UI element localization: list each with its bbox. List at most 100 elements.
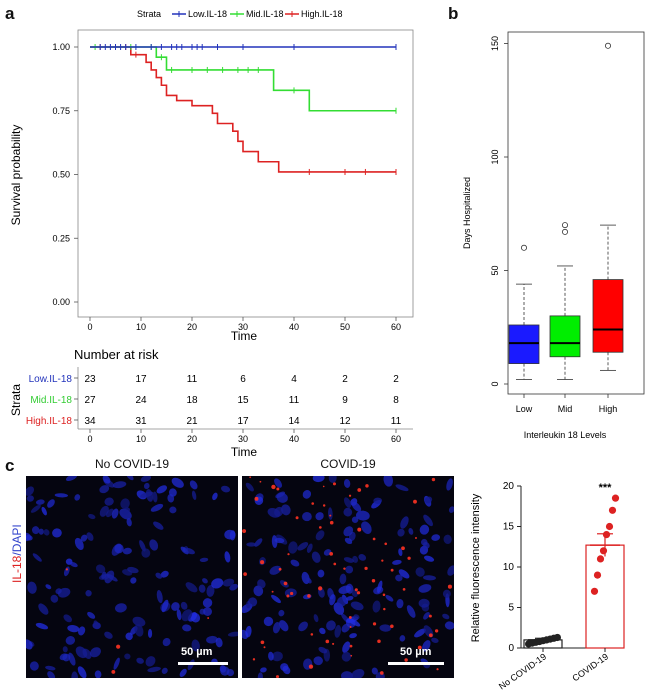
il18-signal [271, 484, 276, 490]
nucleus [140, 491, 154, 498]
nucleus [69, 562, 78, 568]
nucleus [147, 628, 153, 639]
nucleus [336, 596, 347, 607]
nucleus [185, 582, 198, 593]
nucleus [124, 653, 131, 660]
risk-cell: 4 [291, 374, 297, 385]
nucleus [222, 578, 235, 587]
scale-bar-no-covid [178, 662, 228, 665]
il18-signal [310, 633, 314, 636]
il18-signal [428, 633, 433, 638]
km-x-tick-label: 0 [87, 322, 92, 332]
nucleus [343, 497, 352, 508]
nucleus [280, 663, 289, 672]
risk-cell: 34 [84, 416, 96, 427]
nucleus [147, 666, 161, 673]
nucleus [281, 504, 291, 516]
risk-cell: 21 [186, 416, 198, 427]
nucleus [86, 532, 94, 541]
nucleus [199, 557, 209, 563]
nucleus [121, 507, 131, 515]
nucleus [271, 594, 281, 604]
nucleus [169, 506, 177, 514]
nucleus [212, 492, 218, 501]
risk-cell: 8 [393, 395, 399, 406]
nucleus [171, 602, 180, 611]
km-y-tick-label: 0.00 [52, 297, 70, 307]
nucleus [74, 537, 84, 550]
km-y-tick-label: 0.75 [52, 106, 70, 116]
bar-data-point [593, 571, 602, 579]
il18-signal [381, 559, 384, 562]
nucleus [311, 551, 321, 563]
nucleus [211, 578, 224, 589]
nucleus [312, 476, 325, 483]
nucleus [113, 657, 120, 670]
significance-marker: *** [599, 482, 613, 494]
nucleus [43, 529, 50, 536]
nucleus [351, 516, 359, 523]
bar-data-point [602, 531, 611, 539]
nucleus [371, 667, 378, 675]
km-legend-label: High.IL-18 [301, 9, 343, 19]
scale-label-no-covid: 50 µm [181, 646, 213, 658]
bar-y-axis-label: Relative fluorescence intensity [470, 493, 482, 642]
il18-signal [349, 644, 353, 648]
nucleus [395, 574, 403, 582]
il18-signal [356, 591, 361, 595]
nucleus [94, 670, 102, 678]
il18-signal [329, 552, 334, 556]
nucleus [26, 639, 33, 650]
km-x-tick-label: 30 [238, 322, 248, 332]
stain-label-dapi: DAPI [10, 524, 24, 553]
il18-signal [318, 586, 323, 591]
boxplot-chart: 0 50 100 150 Low Mid High Days Hospitalized I… [462, 31, 645, 440]
risk-cell: 24 [135, 395, 147, 406]
nucleus [26, 495, 34, 502]
box-low-body [508, 324, 540, 364]
il18-signal [286, 594, 290, 598]
stain-label-il18: IL-18 [10, 555, 24, 583]
box-low-outlier [521, 244, 528, 251]
km-plot-frame [77, 29, 414, 318]
bar-y-tick-label: 0 [508, 643, 514, 654]
nucleus [95, 564, 106, 574]
nucleus [351, 668, 365, 678]
il18-signal [390, 568, 394, 572]
nucleus [149, 539, 159, 551]
km-chart: Strata Low.IL-18 Mid.IL-18 High.IL-18 0.00… [9, 9, 414, 343]
il18-signal [413, 499, 417, 504]
il18-signal [332, 482, 336, 486]
nucleus [65, 636, 76, 645]
il18-signal [404, 658, 408, 662]
nucleus [326, 620, 336, 631]
nucleus [35, 499, 45, 505]
nucleus [30, 504, 41, 513]
nucleus [71, 671, 79, 678]
nucleus [85, 590, 92, 597]
il18-signal [447, 584, 453, 589]
nucleus [156, 590, 163, 604]
nucleus [47, 499, 55, 508]
nucleus [189, 480, 198, 490]
bar-data-point [553, 633, 561, 642]
nucleus [343, 526, 354, 537]
risk-x-tick-label: 40 [289, 434, 299, 444]
nucleus [161, 599, 169, 613]
box-y-tick-label: 50 [490, 265, 500, 275]
nucleus [153, 521, 164, 530]
nucleus [150, 503, 164, 512]
il18-signal [380, 671, 384, 675]
il18-signal [275, 675, 280, 678]
bar-y-tick-label: 10 [503, 562, 515, 573]
il18-signal [276, 487, 280, 491]
box-mid-outlier [562, 222, 569, 229]
nucleus [317, 569, 325, 578]
nucleus [423, 612, 430, 620]
nucleus [344, 537, 353, 545]
nucleus [274, 537, 285, 544]
risk-cell: 14 [288, 416, 300, 427]
risk-cell: 18 [186, 395, 198, 406]
nucleus [99, 485, 110, 494]
il18-signal [357, 488, 362, 492]
